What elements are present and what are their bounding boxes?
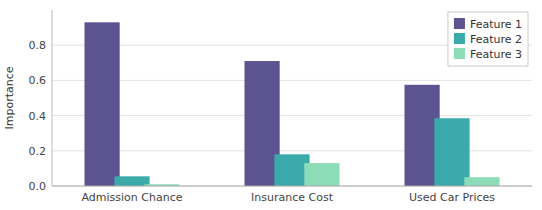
x-tick-label: Insurance Cost (251, 191, 334, 204)
grid-line (52, 80, 532, 81)
legend-label: Feature 2 (470, 33, 522, 46)
bar (304, 163, 339, 186)
x-tick-label: Used Car Prices (409, 191, 495, 204)
y-tick-label: 0.6 (29, 74, 47, 87)
x-axis-line (52, 186, 532, 187)
legend: Feature 1 Feature 2 Feature 3 (448, 12, 528, 66)
y-tick-label: 0.0 (29, 180, 47, 193)
chart: 0.0 0.2 0.4 0.6 0.8 Importance Admission Chanc… (0, 0, 542, 210)
bar (434, 118, 469, 186)
y-axis-line (52, 10, 53, 186)
legend-label: Feature 1 (470, 18, 522, 31)
bars (84, 22, 499, 186)
legend-swatch (454, 18, 465, 29)
x-tick-label: Admission Chance (82, 191, 183, 204)
legend-swatch (454, 48, 465, 59)
grid-line (52, 115, 532, 116)
y-tick-label: 0.4 (29, 110, 47, 123)
legend-box (448, 12, 528, 66)
y-tick-label: 0.2 (29, 145, 47, 158)
y-axis-label: Importance (3, 66, 16, 129)
bar (464, 177, 499, 186)
chart-container: 0.0 0.2 0.4 0.6 0.8 Importance Admission Chanc… (0, 0, 542, 210)
bar (84, 22, 119, 186)
legend-swatch (454, 33, 465, 44)
grid-line (52, 186, 532, 187)
y-tick-label: 0.8 (29, 39, 47, 52)
legend-label: Feature 3 (470, 48, 522, 61)
